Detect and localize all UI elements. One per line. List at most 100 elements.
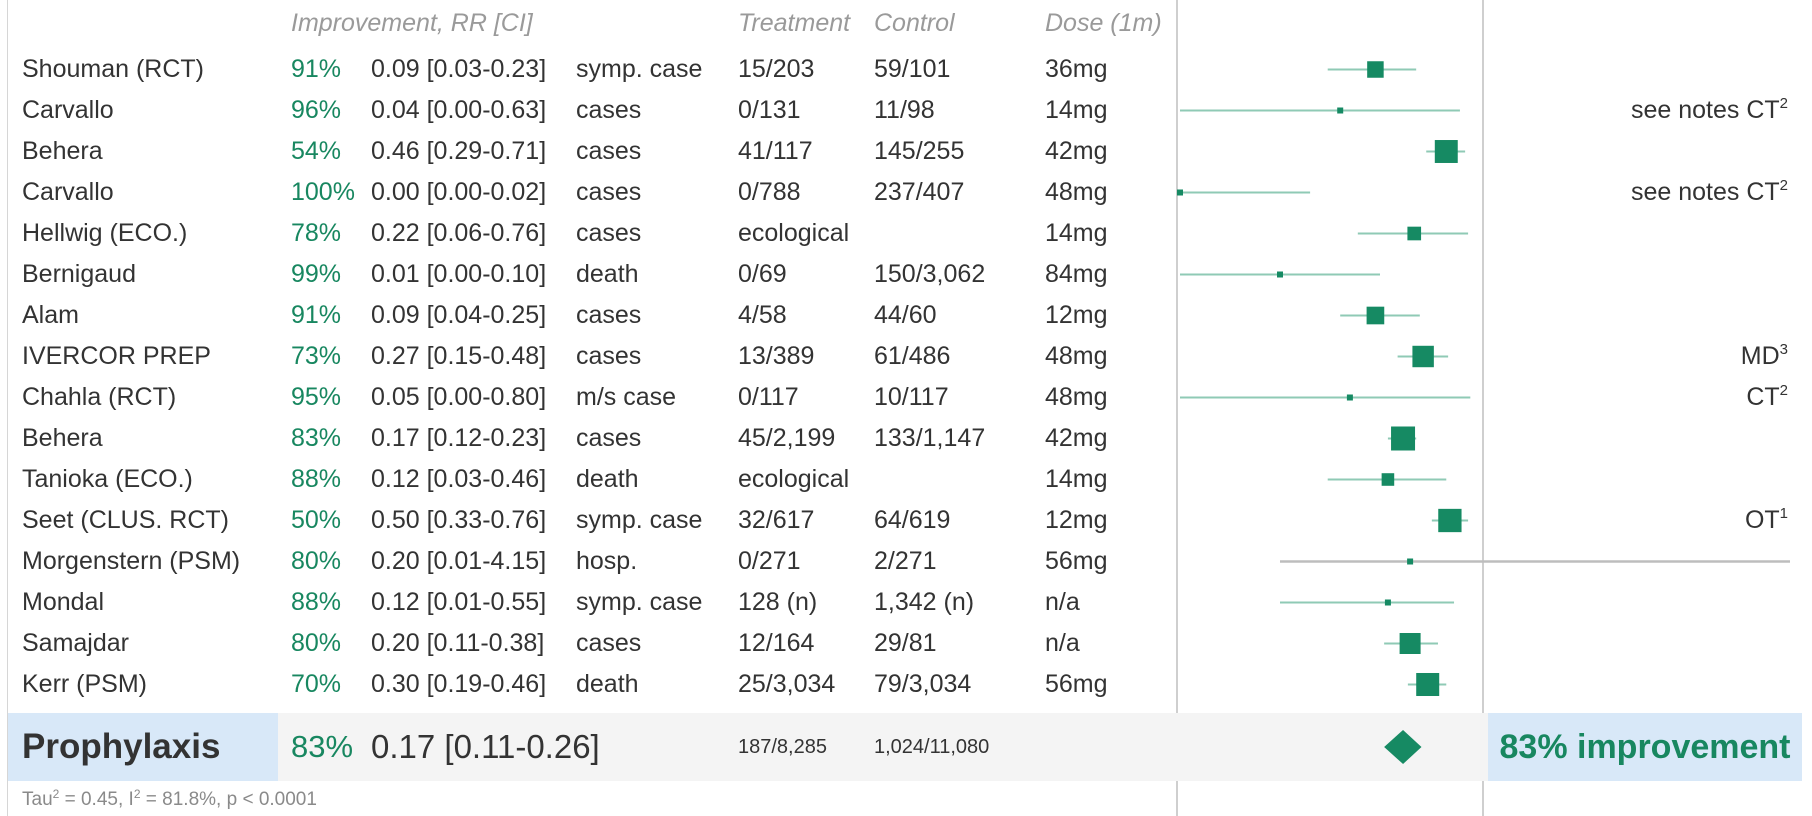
table-row: Seet (CLUS. RCT) 50% 0.50 [0.33-0.76] symp.…: [0, 500, 1812, 541]
study-improvement: 83%: [291, 424, 342, 452]
summary-result-background: [1488, 713, 1802, 781]
study-improvement: 100%: [291, 178, 355, 206]
study-improvement: 50%: [291, 506, 342, 534]
study-treatment: 45/2,199: [738, 424, 836, 452]
heterogeneity-stats: Tau2 = 0.45, I2 = 81.8%, p < 0.0001: [22, 787, 317, 810]
study-control: 61/486: [874, 342, 951, 370]
study-name: Chahla (RCT): [22, 383, 177, 411]
study-dose: n/a: [1045, 629, 1080, 657]
study-name: Bernigaud: [22, 260, 136, 288]
table-row: Samajdar 80% 0.20 [0.11-0.38] cases 12/164 29…: [0, 623, 1812, 664]
study-name: Carvallo: [22, 178, 114, 206]
study-dose: 12mg: [1045, 301, 1108, 329]
study-improvement: 91%: [291, 301, 342, 329]
study-treatment: 0/788: [738, 178, 801, 206]
study-dose: 42mg: [1045, 424, 1108, 452]
study-improvement: 78%: [291, 219, 342, 247]
study-outcome: death: [576, 260, 639, 288]
study-outcome: hosp.: [576, 547, 638, 575]
study-name: Hellwig (ECO.): [22, 219, 188, 247]
study-improvement: 80%: [291, 629, 342, 657]
study-name: Shouman (RCT): [22, 55, 204, 83]
study-dose: 56mg: [1045, 547, 1108, 575]
study-improvement: 80%: [291, 547, 342, 575]
pooled-control: 1,024/11,080: [874, 736, 990, 758]
study-control: 11/98: [874, 96, 935, 124]
table-row: Bernigaud 99% 0.01 [0.00-0.10] death 0/69 150…: [0, 254, 1812, 295]
table-row: Shouman (RCT) 91% 0.09 [0.03-0.23] symp. ca…: [0, 49, 1812, 90]
header-control: Control: [874, 9, 955, 37]
study-dose: 36mg: [1045, 55, 1108, 83]
study-outcome: m/s case: [576, 383, 677, 411]
study-dose: 48mg: [1045, 342, 1108, 370]
study-name: Morgenstern (PSM): [22, 547, 241, 575]
study-control: 145/255: [874, 137, 965, 165]
table-row: Morgenstern (PSM) 80% 0.20 [0.01-4.15] hosp…: [0, 541, 1812, 582]
study-treatment: 0/131: [738, 96, 801, 124]
i2-value: 81.8%: [162, 789, 217, 810]
study-note-text: OT: [1744, 506, 1780, 534]
study-treatment: ecological: [738, 465, 850, 493]
study-improvement: 99%: [291, 260, 342, 288]
table-row: Chahla (RCT) 95% 0.05 [0.00-0.80] m/s case 0…: [0, 377, 1812, 418]
study-rr-ci: 0.20 [0.01-4.15]: [371, 547, 547, 575]
tau2-value: 0.45: [80, 789, 118, 810]
study-improvement: 88%: [291, 465, 342, 493]
study-name: Samajdar: [22, 629, 129, 657]
study-rr-ci: 0.04 [0.00-0.63]: [371, 96, 547, 124]
study-improvement: 73%: [291, 342, 342, 370]
study-name: Kerr (PSM): [22, 670, 147, 698]
study-note: see notes CT2: [1631, 90, 1788, 131]
study-rr-ci: 0.50 [0.33-0.76]: [371, 506, 547, 534]
study-treatment: 13/389: [738, 342, 815, 370]
p-value: p < 0.0001: [226, 789, 317, 810]
study-outcome: symp. case: [576, 506, 703, 534]
pooled-label: Prophylaxis: [22, 727, 221, 766]
study-outcome: cases: [576, 219, 642, 247]
study-treatment: 0/117: [738, 383, 799, 411]
study-outcome: symp. case: [576, 55, 703, 83]
study-control: 79/3,034: [874, 670, 972, 698]
study-outcome: death: [576, 465, 639, 493]
study-note-text: see notes CT: [1630, 96, 1780, 124]
study-rr-ci: 0.12 [0.01-0.55]: [371, 588, 547, 616]
study-dose: n/a: [1045, 588, 1080, 616]
study-treatment: ecological: [738, 219, 850, 247]
study-name: Behera: [22, 137, 103, 165]
study-rr-ci: 0.20 [0.11-0.38]: [371, 629, 545, 657]
study-rr-ci: 0.09 [0.04-0.25]: [371, 301, 547, 329]
table-row: Tanioka (ECO.) 88% 0.12 [0.03-0.46] death ec…: [0, 459, 1812, 500]
study-rr-ci: 0.05 [0.00-0.80]: [371, 383, 547, 411]
study-outcome: cases: [576, 96, 642, 124]
study-rr-ci: 0.17 [0.12-0.23]: [371, 424, 547, 452]
study-note-ref: 2: [1779, 382, 1788, 399]
study-improvement: 91%: [291, 55, 342, 83]
table-left-border: [7, 0, 8, 816]
study-treatment: 12/164: [738, 629, 815, 657]
study-dose: 12mg: [1045, 506, 1108, 534]
study-name: Mondal: [22, 588, 104, 616]
table-row: Mondal 88% 0.12 [0.01-0.55] symp. case 128 (…: [0, 582, 1812, 623]
study-treatment: 32/617: [738, 506, 815, 534]
study-control: 29/81: [874, 629, 937, 657]
study-treatment: 41/117: [738, 137, 813, 165]
study-note-ref: 3: [1779, 341, 1788, 358]
study-control: 1,342 (n): [874, 588, 975, 616]
study-note-text: see notes CT: [1630, 178, 1780, 206]
study-name: IVERCOR PREP: [22, 342, 211, 370]
study-control: 59/101: [874, 55, 951, 83]
study-improvement: 54%: [291, 137, 342, 165]
study-control: 150/3,062: [874, 260, 986, 288]
study-dose: 48mg: [1045, 383, 1108, 411]
study-rr-ci: 0.27 [0.15-0.48]: [371, 342, 547, 370]
header-treatment: Treatment: [738, 9, 851, 37]
study-note: OT1: [1745, 500, 1788, 541]
study-rr-ci: 0.00 [0.00-0.02]: [371, 178, 547, 206]
study-treatment: 4/58: [738, 301, 787, 329]
pooled-improvement: 83%: [291, 729, 354, 764]
study-note-text: CT: [1746, 383, 1780, 411]
header-dose: Dose (1m): [1045, 9, 1162, 37]
study-rr-ci: 0.01 [0.00-0.10]: [371, 260, 547, 288]
study-note-ref: 1: [1779, 505, 1788, 522]
table-row: Behera 54% 0.46 [0.29-0.71] cases 41/117 145/…: [0, 131, 1812, 172]
